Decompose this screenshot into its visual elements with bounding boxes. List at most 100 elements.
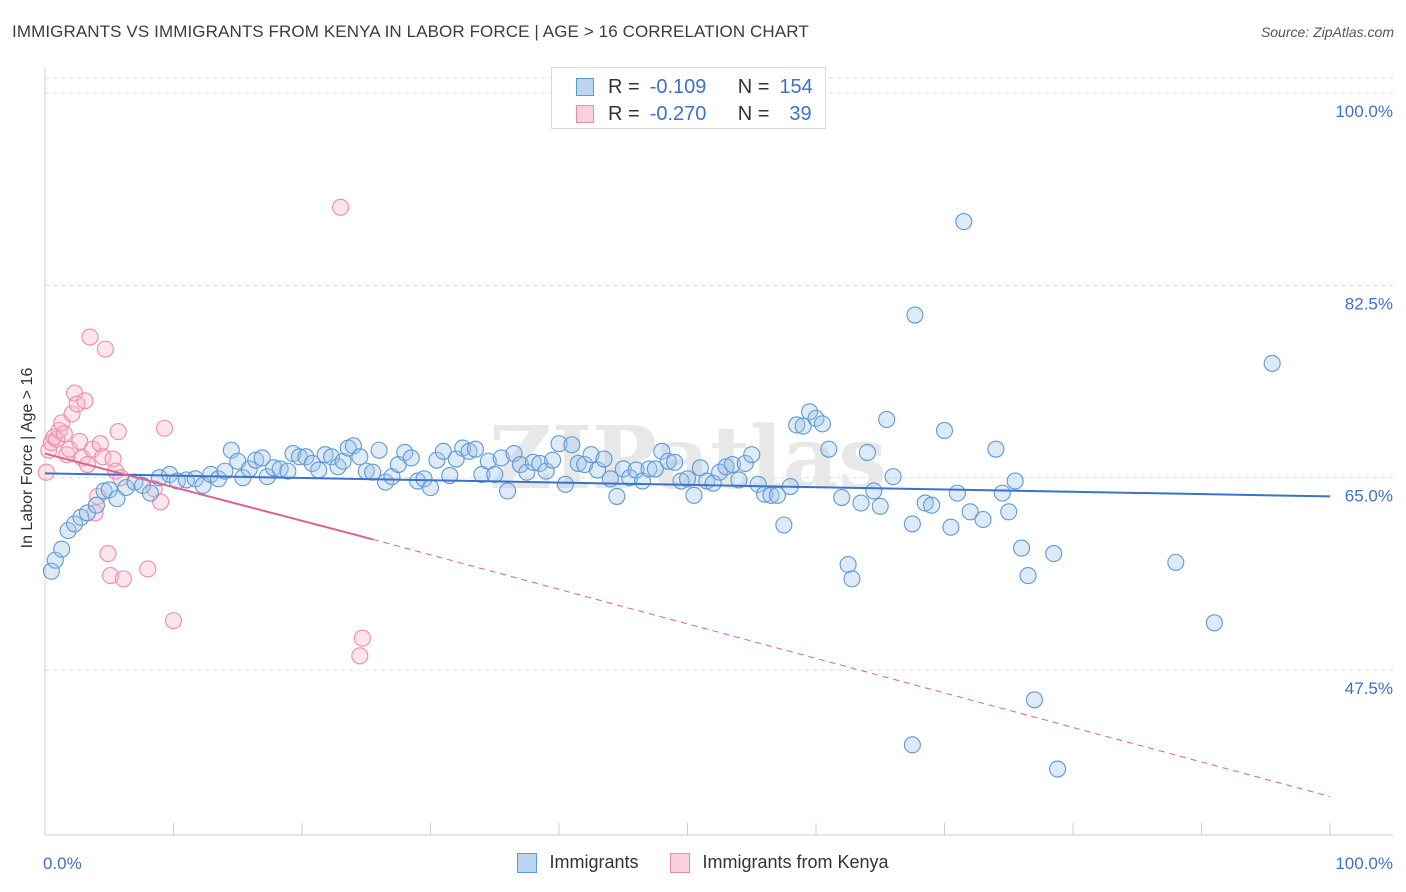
immigrants-point: [1019, 567, 1037, 585]
immigrants-point: [884, 468, 902, 486]
immigrants-point: [906, 306, 924, 324]
immigrants-point: [46, 551, 64, 569]
immigrants-point: [685, 486, 703, 504]
immigrants-point: [839, 556, 857, 574]
immigrants-point: [903, 736, 921, 754]
immigrants-point: [466, 440, 485, 458]
immigrants-point: [794, 417, 812, 435]
immigrants-point: [486, 465, 504, 483]
immigrants-point: [743, 446, 761, 464]
immigrants-point: [576, 455, 594, 474]
immigrants-point: [1049, 760, 1067, 778]
immigrants-point: [678, 470, 697, 488]
immigrants-point: [537, 462, 555, 480]
immigrants-point: [974, 510, 992, 529]
immigrants-point: [878, 410, 896, 429]
immigrants-point: [942, 518, 960, 536]
legend-r-value: -0.270: [649, 102, 707, 125]
immigrants-point: [524, 453, 542, 471]
immigrants-point: [588, 461, 607, 479]
immigrants-point: [775, 516, 793, 534]
kenya-point: [114, 570, 132, 588]
series-kenya-points: [37, 198, 371, 665]
immigrants-point: [563, 436, 581, 454]
immigrants-point: [53, 540, 71, 558]
immigrants-point: [42, 562, 60, 580]
immigrants-point: [858, 443, 876, 461]
immigrants-point: [428, 451, 446, 469]
legend-swatch-blue: [576, 78, 594, 96]
legend-r-label: R =: [608, 102, 640, 125]
legend-n-label: N =: [737, 75, 770, 98]
immigrants-point: [820, 440, 838, 458]
source-label: Source: ZipAtlas.com: [1260, 24, 1394, 40]
kenya-point: [101, 567, 120, 585]
immigrants-point: [843, 570, 861, 588]
immigrants-point: [141, 484, 159, 502]
immigrants-point: [659, 452, 677, 470]
immigrants-point: [344, 437, 362, 455]
immigrants-point: [666, 453, 684, 471]
immigrants-point: [279, 462, 297, 480]
immigrants-point: [556, 475, 574, 493]
immigrants-point: [59, 521, 77, 540]
immigrants-point: [813, 415, 831, 433]
immigrants-trend-line: [44, 472, 1331, 498]
y-tick-label: 47.5%: [1345, 679, 1393, 698]
kenya-trend-line: [44, 452, 373, 541]
immigrants-point: [640, 460, 658, 478]
immigrants-point: [460, 442, 478, 460]
immigrants-point: [646, 460, 664, 478]
y-tick-label: 65.0%: [1345, 487, 1393, 506]
immigrants-point: [961, 503, 979, 521]
kenya-point: [71, 432, 89, 451]
immigrants-point: [310, 461, 328, 479]
immigrants-point: [1205, 614, 1223, 632]
immigrants-point: [364, 463, 382, 481]
x-tick-label: 0.0%: [43, 854, 82, 873]
kenya-point: [37, 463, 55, 481]
kenya-point: [109, 423, 127, 441]
y-axis-label: In Labor Force | Age > 16: [19, 367, 36, 549]
immigrants-point: [749, 475, 767, 493]
immigrants-point: [492, 449, 510, 467]
immigrants-point: [441, 466, 459, 485]
immigrants-point: [253, 449, 271, 467]
immigrants-point: [222, 441, 240, 459]
immigrants-point: [297, 448, 315, 466]
legend-box: R = -0.109 N = 154 R = -0.270 N = 39: [551, 67, 826, 129]
immigrants-point: [903, 515, 921, 533]
immigrants-point: [730, 471, 748, 489]
immigrants-point: [447, 450, 465, 468]
kenya-point: [96, 340, 114, 358]
immigrants-point: [987, 440, 1005, 458]
immigrants-point: [1000, 503, 1018, 521]
legend-n-value: 39: [789, 102, 812, 125]
immigrants-point: [736, 454, 754, 472]
y-tick-label: 82.5%: [1345, 294, 1393, 313]
immigrants-point: [216, 462, 234, 480]
gridlines: [45, 77, 1393, 671]
immigrants-point: [351, 448, 369, 466]
kenya-point: [164, 612, 183, 630]
legend-n-label: N =: [737, 102, 770, 125]
immigrants-point: [117, 479, 135, 497]
kenya-point: [139, 560, 157, 578]
kenya-point: [99, 545, 117, 563]
immigrants-point: [402, 449, 420, 467]
immigrants-point: [653, 442, 671, 460]
immigrants-point: [704, 474, 722, 492]
immigrants-point: [595, 450, 613, 468]
immigrants-point: [948, 484, 966, 502]
immigrants-point: [415, 470, 433, 488]
kenya-point: [94, 448, 112, 466]
immigrants-point: [1025, 691, 1043, 709]
immigrants-point: [717, 458, 735, 476]
kenya-point: [91, 435, 109, 453]
chart-title: IMMIGRANTS VS IMMIGRANTS FROM KENYA IN L…: [12, 22, 809, 41]
immigrants-point: [916, 494, 934, 512]
bottom-legend-label: Immigrants from Kenya: [702, 852, 889, 872]
immigrants-point: [871, 497, 889, 515]
immigrants-point: [865, 482, 883, 500]
immigrants-point: [1167, 553, 1185, 571]
